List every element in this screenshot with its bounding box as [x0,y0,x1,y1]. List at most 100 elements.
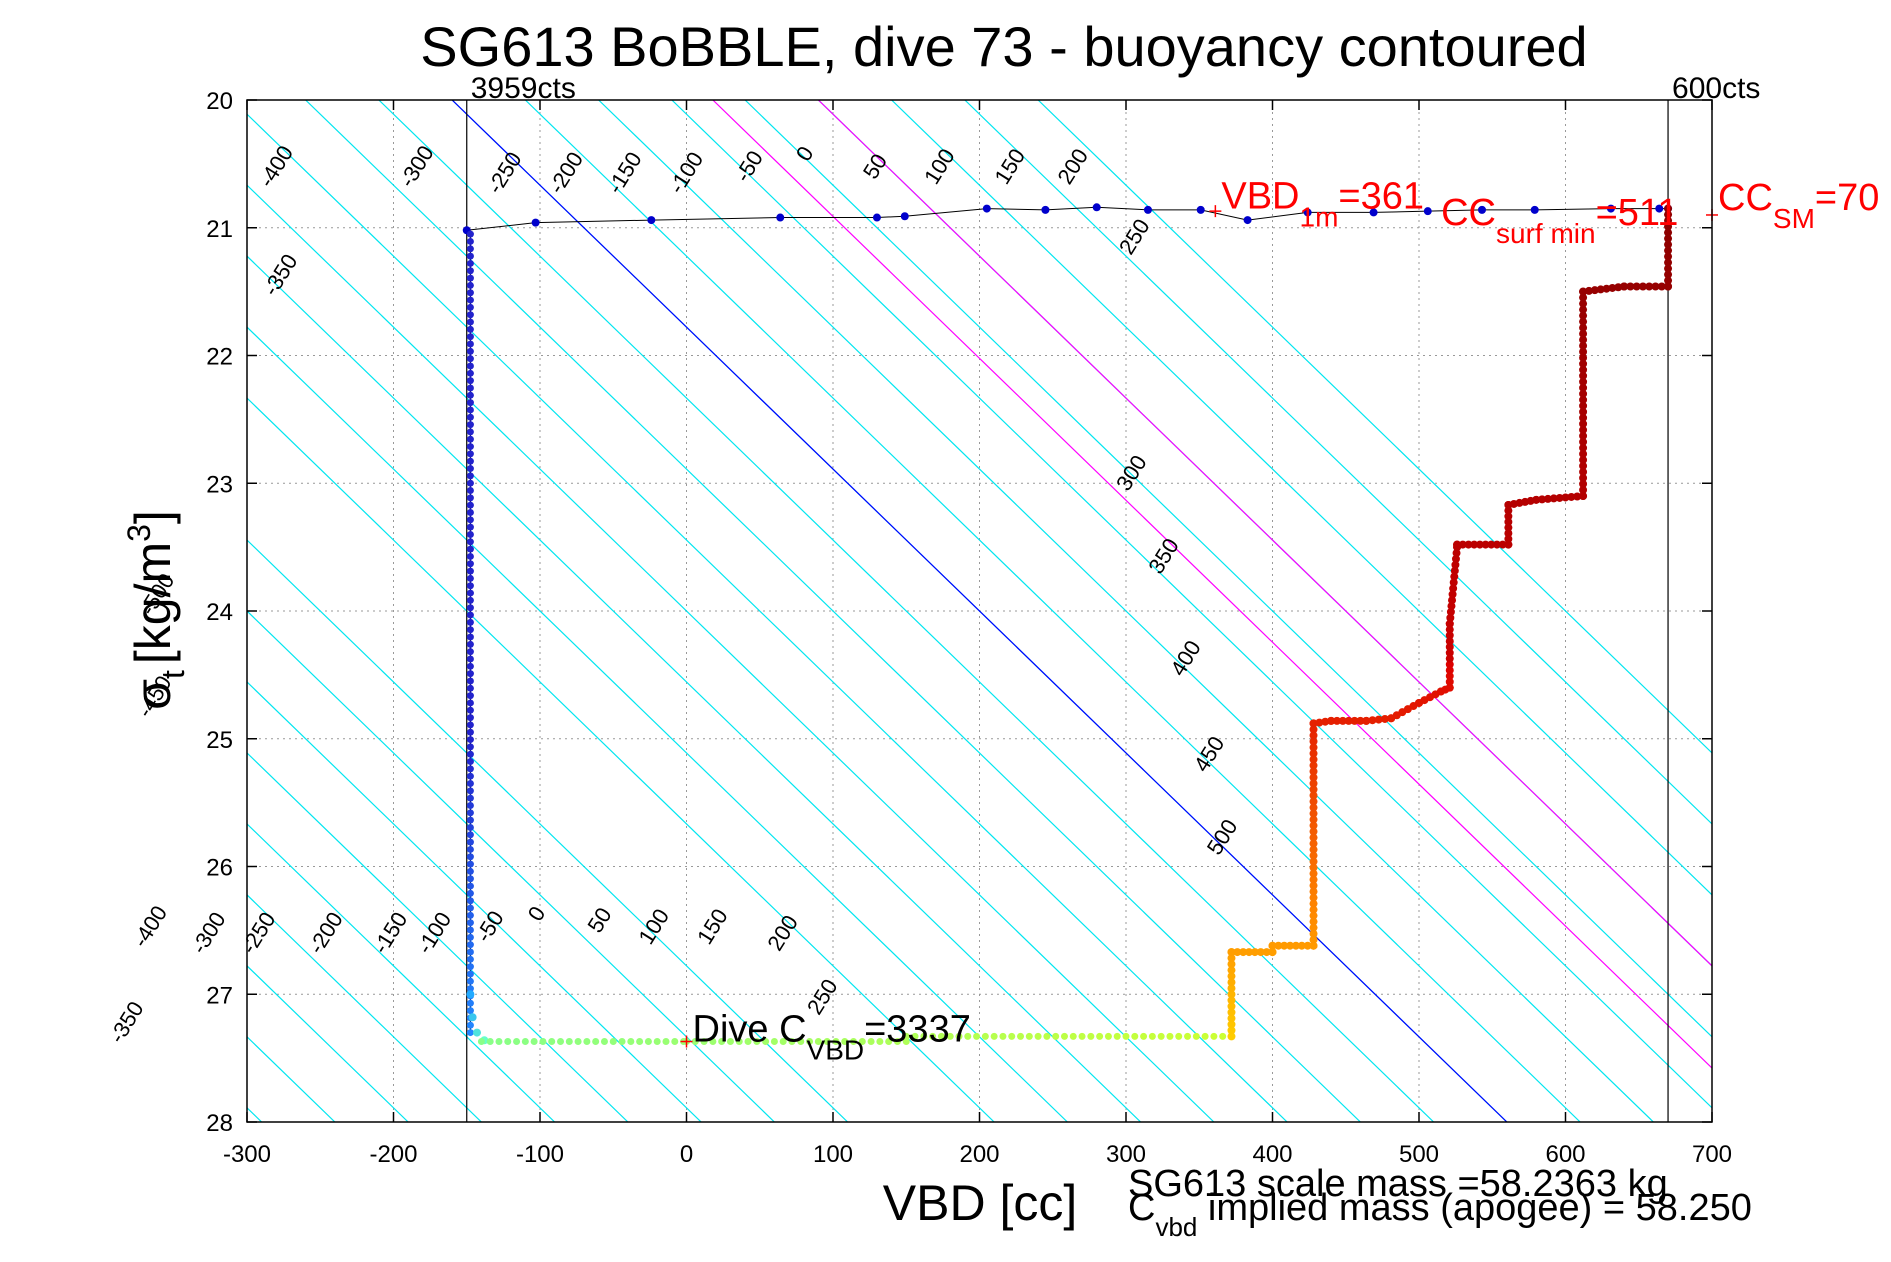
dive-point [1041,205,1050,214]
climb-point [1579,323,1588,332]
climb-point [1579,329,1588,338]
descent-point [466,472,474,480]
annotation: CCsurf min=511 [1441,192,1678,249]
bottom-point [814,1038,822,1046]
dive-point [1423,207,1432,216]
descent-point [466,626,474,634]
climb-point [1309,929,1318,938]
descent-point [466,941,474,949]
climb-point [1445,648,1454,657]
contour-label: -100 [664,147,709,198]
descent-point [466,985,474,993]
descent-point [466,311,474,319]
descent-point [466,933,474,941]
descent-point [466,516,474,524]
bottom-point [946,1032,954,1040]
bottom-point [797,1038,805,1046]
bottom-point [1069,1032,1077,1040]
cyan-contour-line [378,100,1435,1122]
x-tick-label: 600 [1545,1141,1585,1168]
y-label-unit: [kg/m [125,542,181,664]
contour-label: -150 [602,147,647,198]
cyan-contour-line [247,610,775,1122]
chart-title: SG613 BoBBLE, dive 73 - buoyancy contour… [420,15,1587,78]
climb-point [1227,984,1236,993]
descent-point [466,750,474,758]
climb-point [1504,529,1513,538]
bottom-point [1148,1032,1156,1040]
descent-point [466,714,474,722]
climb-point [1626,282,1635,291]
bottom-point [592,1038,600,1046]
climb-point [1291,941,1300,950]
x-tick-label: -200 [369,1141,417,1168]
climb-point [1532,495,1541,504]
bottom-point [841,1038,849,1046]
climb-point [1445,654,1454,663]
y-tick-label: 21 [206,216,233,243]
y-label-sup: 3 [121,524,157,542]
descent-point [466,787,474,795]
climb-point [1309,839,1318,848]
descent-point [466,245,474,253]
descent-point [466,611,474,619]
climb-point [1268,948,1277,957]
climb-point [1487,540,1496,549]
climb-point [1445,683,1454,692]
descent-point [466,728,474,736]
descent-point [466,904,474,912]
climb-point [1309,761,1318,770]
climb-point [1445,643,1454,652]
contour-label: 100 [633,904,674,948]
climb-point [1450,566,1459,575]
descent-point [466,384,474,392]
descent-point [466,1029,474,1037]
descent-point [466,780,474,788]
bottom-point [521,1038,529,1046]
descent-point [466,508,474,516]
bottom-point [788,1038,796,1046]
descent-point [466,340,474,348]
climb-point [1651,282,1660,291]
bottom-point [1219,1032,1227,1040]
bottom-point [902,1032,910,1040]
climb-point [1579,383,1588,392]
x-tick-label: 200 [959,1141,999,1168]
climb-point [1579,461,1588,470]
bottom-point [495,1038,503,1046]
climb-point [1227,990,1236,999]
climb-point [1584,286,1593,295]
bottom-point [964,1032,972,1040]
descent-point [466,391,474,399]
descent-point [466,318,474,326]
climb-point [1227,954,1236,963]
descent-point [466,230,474,238]
climb-point [1445,660,1454,669]
cyan-contour-line [247,752,629,1122]
y-tick-label: 20 [206,88,233,115]
climb-point [1309,863,1318,872]
dive-point [1606,204,1615,213]
climb-point [1309,857,1318,866]
descent-point [466,963,474,971]
climb-point [1579,419,1588,428]
climb-point [1664,276,1673,285]
descent-point [466,465,474,473]
contour-label: -250 [482,147,527,198]
climb-point [1579,305,1588,314]
climb-point [1614,283,1623,292]
contour-label: 450 [1189,732,1230,776]
bottom-point [1157,1032,1165,1040]
bottom-point [565,1038,573,1046]
descent-point [466,355,474,363]
climb-point [1475,540,1484,549]
climb-point [1453,540,1462,549]
climb-point [1445,672,1454,681]
descent-point [466,274,474,282]
descent-point [466,267,474,275]
data-series [462,203,1673,1046]
magenta-contour-line [817,100,1712,967]
climb-point [1632,282,1641,291]
descent-point [466,618,474,626]
climb-point [1227,1014,1236,1023]
